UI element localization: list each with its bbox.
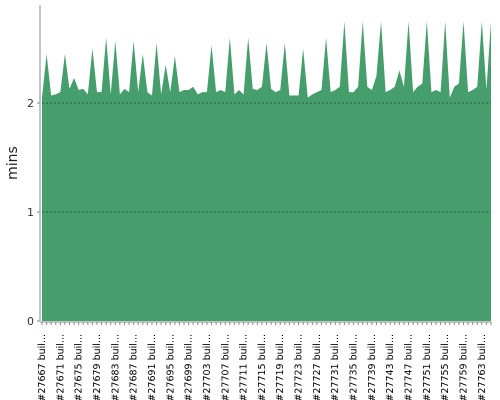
x-tick-label: #27743 buil...: [385, 334, 396, 400]
x-tick-label: #27703 buil...: [202, 334, 213, 400]
x-tick-label: #27707 buil...: [220, 334, 231, 400]
x-tick-label: #27727 buil...: [312, 334, 323, 400]
x-tick-label: #27751 buil...: [422, 334, 433, 400]
x-tick-label: #27715 buil...: [257, 334, 268, 400]
x-tick-label: #27691 buil...: [147, 334, 158, 400]
x-tick-label: #27671 buil...: [55, 334, 66, 400]
x-tick-label: #27719 buil...: [275, 334, 286, 400]
x-tick-label: #27667 buil...: [37, 334, 48, 400]
x-tick-label: #27687 buil...: [129, 334, 140, 400]
y-tick-label: 0: [27, 315, 34, 328]
x-tick-label: #27699 buil...: [184, 334, 195, 400]
x-tick-label: #27735 buil...: [349, 334, 360, 400]
x-tick-label: #27675 buil...: [74, 334, 85, 400]
x-tick-label: #27679 buil...: [92, 334, 103, 400]
y-tick-label: 2: [27, 97, 34, 110]
y-axis-title: mins: [5, 146, 21, 180]
y-tick-label: 1: [27, 206, 34, 219]
x-tick-label: #27723 buil...: [294, 334, 305, 400]
x-tick-label: #27747 buil...: [404, 334, 415, 400]
x-tick-label: #27683 buil...: [110, 334, 121, 400]
x-tick-label: #27695 buil...: [165, 334, 176, 400]
x-tick-label: #27759 buil...: [459, 334, 470, 400]
x-tick-label: #27739 buil...: [367, 334, 378, 400]
x-tick-label: #27711 buil...: [239, 334, 250, 400]
x-tick-label: #27763 buil...: [477, 334, 488, 400]
area: [42, 21, 491, 322]
x-tick-label: #27755 buil...: [440, 334, 451, 400]
x-tick-label: #27731 buil...: [330, 334, 341, 400]
